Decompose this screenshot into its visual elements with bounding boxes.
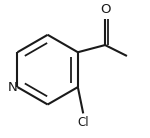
Text: O: O [100, 3, 110, 16]
Text: Cl: Cl [77, 116, 89, 129]
Text: N: N [8, 81, 18, 94]
